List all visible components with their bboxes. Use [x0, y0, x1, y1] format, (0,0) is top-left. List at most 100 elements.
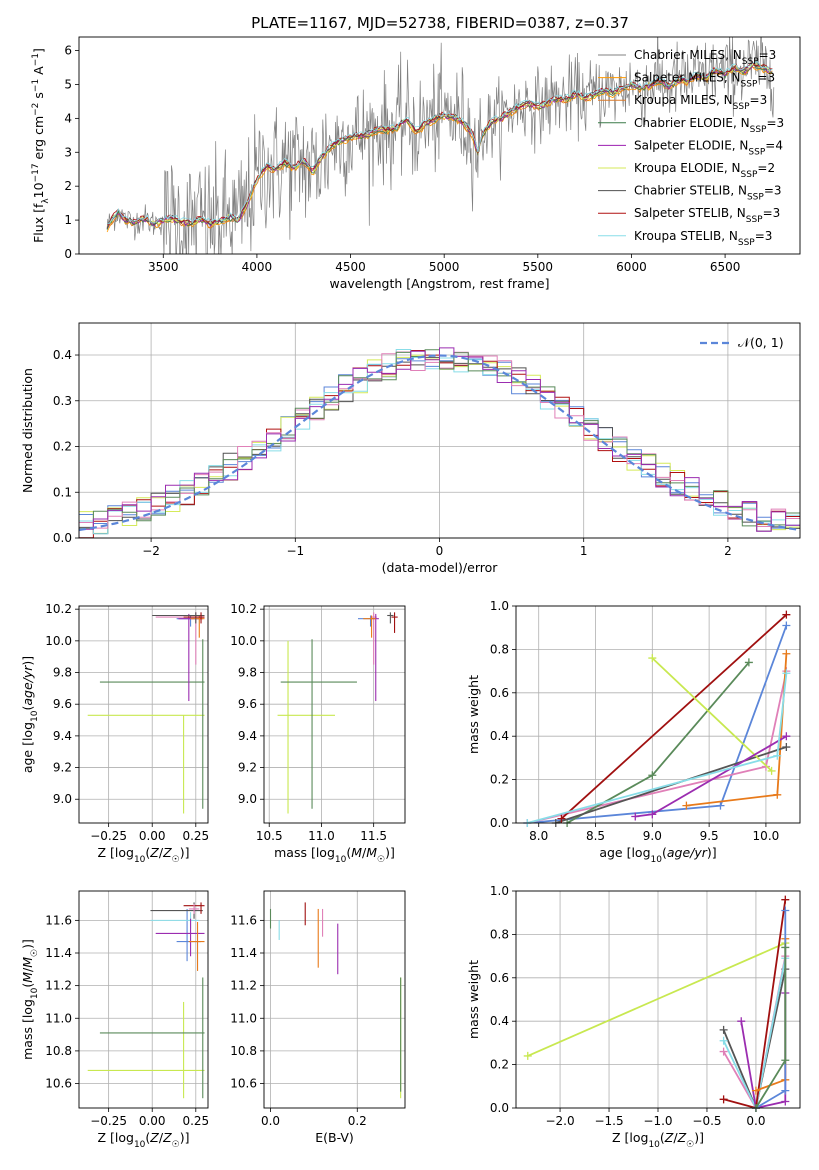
weight_vs_Z-point-marker — [781, 895, 790, 904]
mass_vs_ebv-xtick-label: 0.2 — [348, 1114, 367, 1128]
spectrum-ylabel: Flux [fλ10−17 erg cm−2 s−1 A−1] — [31, 48, 51, 243]
mass_vs_ebv-ytick-label: 10.6 — [230, 1077, 257, 1091]
mass_vs_Z-xtick-label: −0.25 — [90, 1114, 127, 1128]
mass_vs_Z-ytick-label: 10.6 — [45, 1077, 72, 1091]
weight_vs_age-point-marker — [716, 801, 725, 810]
age_vs_mass-frame — [263, 605, 406, 824]
weight_vs_age-point-marker — [782, 743, 791, 752]
weight_vs_age-point-marker — [648, 654, 657, 663]
weight_vs_age-series-line — [635, 735, 787, 818]
residuals-xlabel: (data-model)/error — [382, 560, 499, 575]
age_vs_Z-ytick-label: 9.4 — [53, 729, 72, 743]
spectrum-legend-label: Kroupa MILES, NSSP=3 — [634, 93, 767, 112]
weight_vs_Z-xtick-label: −2.0 — [545, 1114, 574, 1128]
age_vs_mass-ytick-label: 10.2 — [230, 602, 257, 616]
mass_vs_Z-xtick-label: 0.25 — [182, 1114, 209, 1128]
spectrum-legend-label: Salpeter MILES, NSSP=3 — [634, 71, 775, 90]
age_vs_Z-ytick-label: 9.0 — [53, 792, 72, 806]
weight_vs_age-point-marker — [682, 801, 691, 810]
residuals-xtick-label: −1 — [286, 544, 304, 558]
age_vs_Z-ytick-label: 10.0 — [45, 634, 72, 648]
residuals-ytick-label: 0.2 — [53, 440, 72, 454]
weight_vs_Z-xtick-label: −0.5 — [692, 1114, 721, 1128]
weight_vs_age-xtick-label: 8.5 — [586, 829, 605, 843]
age_vs_mass-ytick-label: 9.4 — [238, 729, 257, 743]
mass_vs_ebv-ytick-label: 10.8 — [230, 1044, 257, 1058]
spectrum-legend-label: Kroupa STELIB, NSSP=3 — [634, 229, 772, 248]
weight_vs_age-frame — [515, 605, 801, 824]
age_vs_mass-xtick-label: 11.0 — [308, 829, 335, 843]
weight_vs_Z-frame — [515, 890, 801, 1109]
weight_vs_Z-series-line — [722, 955, 787, 1108]
weight_vs_Z-series-line — [723, 899, 787, 1108]
mass_vs_Z-ytick-label: 11.0 — [45, 1011, 72, 1025]
weight_vs_Z-point-marker — [781, 943, 790, 952]
weight_vs_age-xtick-label: 9.0 — [643, 829, 662, 843]
weight_vs_age-point-marker — [782, 610, 791, 619]
weight_vs_Z-ytick-label: 0.2 — [490, 1058, 509, 1072]
age_vs_Z-xtick-label: 0.25 — [182, 829, 209, 843]
age_vs_Z-ytick-label: 10.2 — [45, 602, 72, 616]
weight_vs_Z-point-marker — [719, 1025, 728, 1034]
spectrum-legend-label: Chabrier MILES, NSSP=3 — [634, 48, 776, 67]
weight_vs_age-point-marker — [773, 751, 782, 760]
weight_vs_age-point-marker — [648, 771, 657, 780]
spectrum-ytick-label: 5 — [64, 77, 72, 91]
mass_vs_ebv-ytick-label: 11.2 — [230, 979, 257, 993]
residuals-ytick-label: 0.3 — [53, 394, 72, 408]
age_vs_Z-ytick-label: 9.6 — [53, 697, 72, 711]
age_vs_mass-ytick-label: 9.8 — [238, 666, 257, 680]
age_vs_mass-xlabel: mass [log10(M/M☉)] — [274, 845, 395, 865]
residuals-axes: −2 −1 0 1 2 0.0 0.1 0.2 0.3 0.4 — [53, 323, 800, 558]
mass_vs_Z-ytick-label: 10.8 — [45, 1044, 72, 1058]
age_vs_Z-ytick-label: 9.8 — [53, 666, 72, 680]
age_vs_Z-axes: −0.25 0.00 0.25 9.0 9.2 9.4 9.6 9.8 10.0 10.2 — [45, 602, 209, 843]
mass_vs_Z-axes: −0.25 0.00 0.25 10.6 10.8 11.0 11.2 11.4 11.6 — [45, 891, 209, 1128]
spectrum-xtick-label: 6000 — [616, 260, 647, 274]
weight_vs_age-ytick-label: 0.4 — [490, 729, 509, 743]
residuals-ylabel: Normed distribution — [20, 368, 35, 493]
age_vs_Z-ytick-label: 9.2 — [53, 761, 72, 775]
spectrum-ytick-label: 3 — [64, 145, 72, 159]
weight_vs_age-point-marker — [767, 766, 776, 775]
weight_vs_Z-point-marker — [781, 906, 790, 915]
weight_vs_age-ytick-label: 1.0 — [490, 599, 509, 613]
weight_vs_age-point-marker — [773, 790, 782, 799]
mass_vs_ebv-ytick-label: 11.6 — [230, 913, 257, 927]
weight_vs_age-xtick-label: 9.5 — [700, 829, 719, 843]
age_vs_mass-ytick-label: 9.6 — [238, 697, 257, 711]
age_vs_mass-ytick-label: 10.0 — [230, 634, 257, 648]
weight_vs_Z-series-line — [722, 968, 787, 1108]
weight_vs_age-ytick-label: 0.8 — [490, 642, 509, 656]
mass_vs_ebv-axes: 0.0 0.2 10.6 10.8 11.0 11.2 11.4 11.6 — [230, 891, 405, 1128]
spectrum-legend-label: Salpeter ELODIE, NSSP=4 — [634, 138, 783, 157]
weight_vs_age-series-line — [651, 657, 773, 772]
weight_vs_Z-point-marker — [719, 1047, 728, 1056]
spectrum-legend-label: Chabrier ELODIE, NSSP=3 — [634, 116, 784, 135]
weight_vs_age-series-line — [566, 661, 750, 823]
age_vs_mass-axes: 10.5 11.0 11.5 9.0 9.2 9.4 9.6 9.8 10.0 10.2 — [230, 602, 405, 843]
weight_vs_age-point-marker — [782, 732, 791, 741]
weight_vs_Z-xtick-label: −1.5 — [594, 1114, 623, 1128]
spectrum-legend-label: Kroupa ELODIE, NSSP=2 — [634, 161, 775, 180]
spectrum-ytick-label: 4 — [64, 111, 72, 125]
weight_vs_age-point-marker — [782, 649, 791, 658]
mass_vs_Z-ytick-label: 11.2 — [45, 979, 72, 993]
weight_vs_Z-point-marker — [781, 1097, 790, 1106]
age_vs_mass-xtick-label: 10.5 — [256, 829, 283, 843]
weight_vs_age-point-marker — [648, 810, 657, 819]
weight_vs_age-point-marker — [782, 669, 791, 678]
spectrum-ytick-label: 2 — [64, 179, 72, 193]
weight_vs_Z-ytick-label: 0.8 — [490, 927, 509, 941]
weight_vs_Z-point-marker — [523, 1051, 532, 1060]
spectrum-observed-line — [106, 37, 775, 254]
weight_vs_age-xtick-label: 10.0 — [753, 829, 780, 843]
weight_vs_Z-point-marker — [719, 1095, 728, 1104]
mass_vs_ebv-ytick-label: 11.0 — [230, 1011, 257, 1025]
weight_vs_age-point-marker — [744, 658, 753, 667]
weight_vs_Z-ytick-label: 0.6 — [490, 971, 509, 985]
residuals-ytick-label: 0.4 — [53, 348, 72, 362]
age_vs_Z-ylabel: age [log10(age/yr)] — [20, 656, 40, 773]
spectrum-xtick-label: 5000 — [429, 260, 460, 274]
